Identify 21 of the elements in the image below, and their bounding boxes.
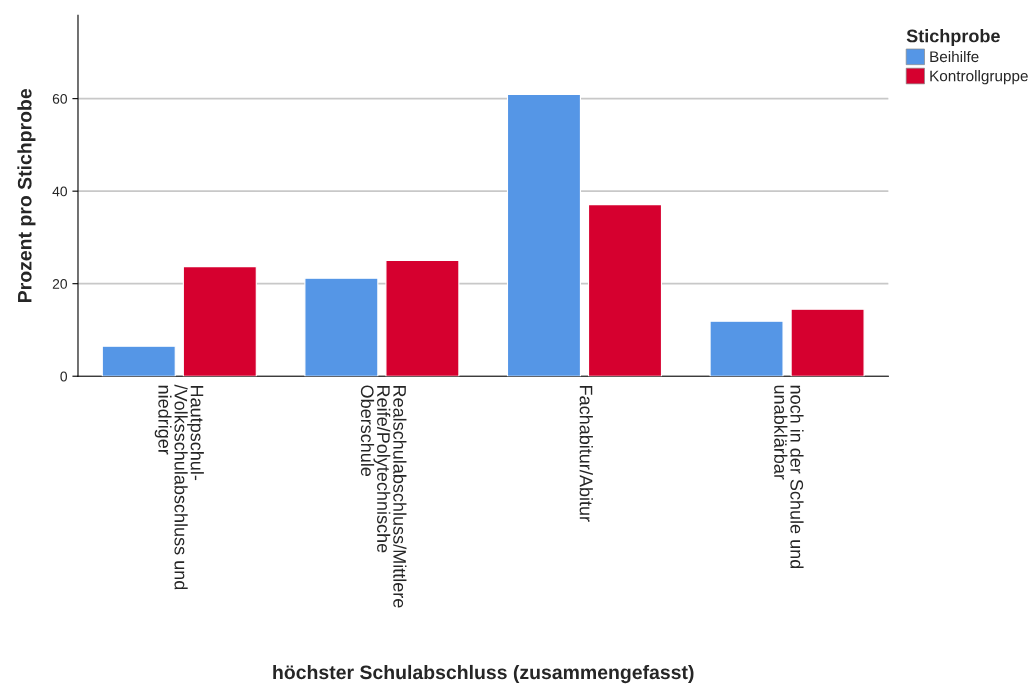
bar	[101, 345, 176, 377]
bar	[182, 266, 257, 377]
bar	[304, 277, 379, 377]
x-axis-title: höchster Schulabschluss (zusammengefasst)	[273, 664, 694, 684]
y-tick-label: 40	[52, 186, 68, 197]
x-tick-label: Fachabitur/Abitur	[579, 386, 593, 522]
y-tick-label: 0	[60, 371, 68, 382]
bar	[709, 320, 784, 377]
x-tick-label: Hautpschul- /Volksschulabschluss und niedriger	[154, 384, 204, 590]
legend-label: Beihilfe	[930, 50, 979, 63]
y-tick-label: 60	[52, 93, 68, 104]
y-axis-title: Prozent pro Stichprobe	[17, 88, 36, 302]
x-tick-label: Realschulabschluss/Mittlere Reife/Polytechnische Oberschule	[360, 385, 407, 608]
x-tick-label: noch in der Schule und unabklärbar	[774, 385, 804, 569]
bar	[385, 260, 460, 377]
bar	[790, 308, 865, 377]
bar	[587, 204, 663, 377]
bar	[506, 93, 581, 377]
y-tick-label: 20	[52, 279, 68, 289]
legend-title: Stichprobe	[906, 29, 1000, 46]
legend-label: Kontrollgruppe	[930, 70, 1028, 85]
